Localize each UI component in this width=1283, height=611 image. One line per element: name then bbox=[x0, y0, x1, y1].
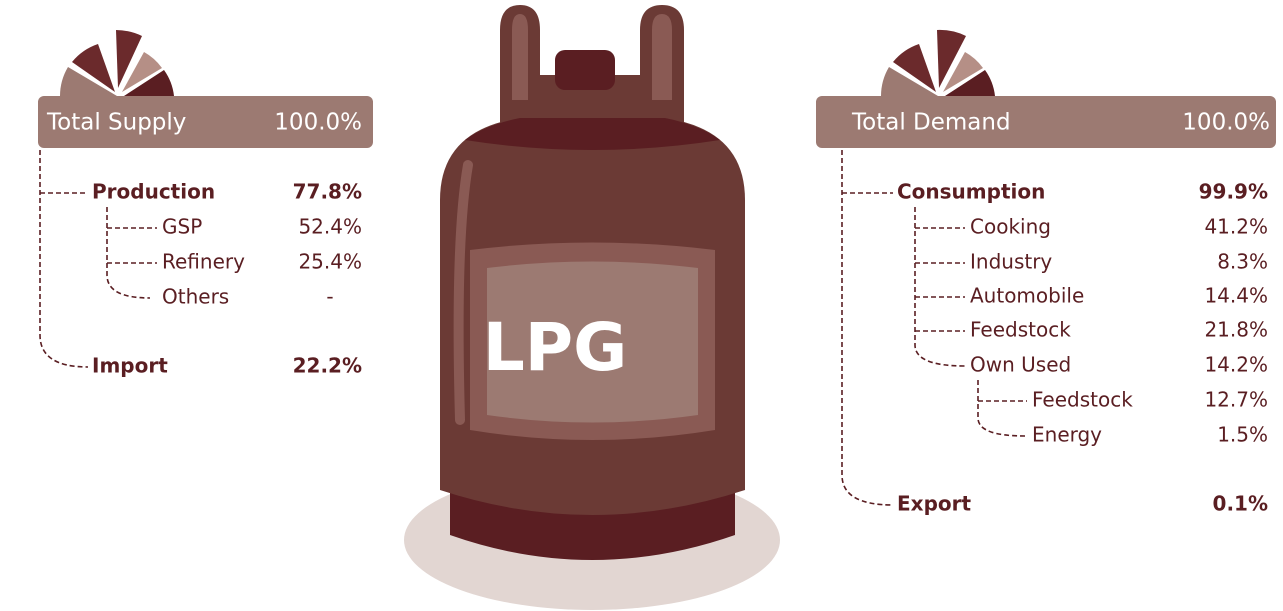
row-label: Refinery bbox=[162, 250, 245, 274]
pie-icon bbox=[881, 30, 995, 96]
row-value: 1.5% bbox=[1217, 423, 1268, 447]
row-value: 14.4% bbox=[1204, 284, 1268, 308]
header-total: 100.0% bbox=[1182, 110, 1270, 136]
row-label: Import bbox=[92, 354, 168, 378]
row-value: 25.4% bbox=[298, 250, 362, 274]
row-label: Industry bbox=[970, 250, 1052, 274]
row-label: Others bbox=[162, 285, 229, 309]
pie-icon bbox=[60, 30, 174, 96]
lpg-cylinder bbox=[404, 5, 780, 610]
row-label: Production bbox=[92, 180, 215, 204]
row-label: Cooking bbox=[970, 215, 1051, 239]
row-value: 99.9% bbox=[1199, 180, 1268, 204]
row-value: 77.8% bbox=[293, 180, 362, 204]
row-label: Consumption bbox=[897, 180, 1045, 204]
infographic: Total Supply 100.0% Total Demand 100.0% … bbox=[0, 0, 1283, 611]
cylinder-label: LPG bbox=[483, 309, 628, 386]
row-value: 22.2% bbox=[293, 354, 362, 378]
row-label: Own Used bbox=[970, 353, 1071, 377]
row-value: 41.2% bbox=[1204, 215, 1268, 239]
row-label: GSP bbox=[162, 215, 202, 239]
row-label: Feedstock bbox=[1032, 388, 1133, 412]
row-label: Export bbox=[897, 492, 971, 516]
row-label: Energy bbox=[1032, 423, 1102, 447]
row-value: 0.1% bbox=[1213, 492, 1268, 516]
row-value: - bbox=[326, 285, 333, 309]
header-title: Total Supply bbox=[46, 110, 186, 136]
header-title: Total Demand bbox=[851, 110, 1011, 136]
row-value: 21.8% bbox=[1204, 318, 1268, 342]
row-value: 14.2% bbox=[1204, 353, 1268, 377]
row-value: 52.4% bbox=[298, 215, 362, 239]
row-label: Automobile bbox=[970, 284, 1084, 308]
header-total: 100.0% bbox=[274, 110, 362, 136]
row-label: Feedstock bbox=[970, 318, 1071, 342]
row-value: 8.3% bbox=[1217, 250, 1268, 274]
row-value: 12.7% bbox=[1204, 388, 1268, 412]
